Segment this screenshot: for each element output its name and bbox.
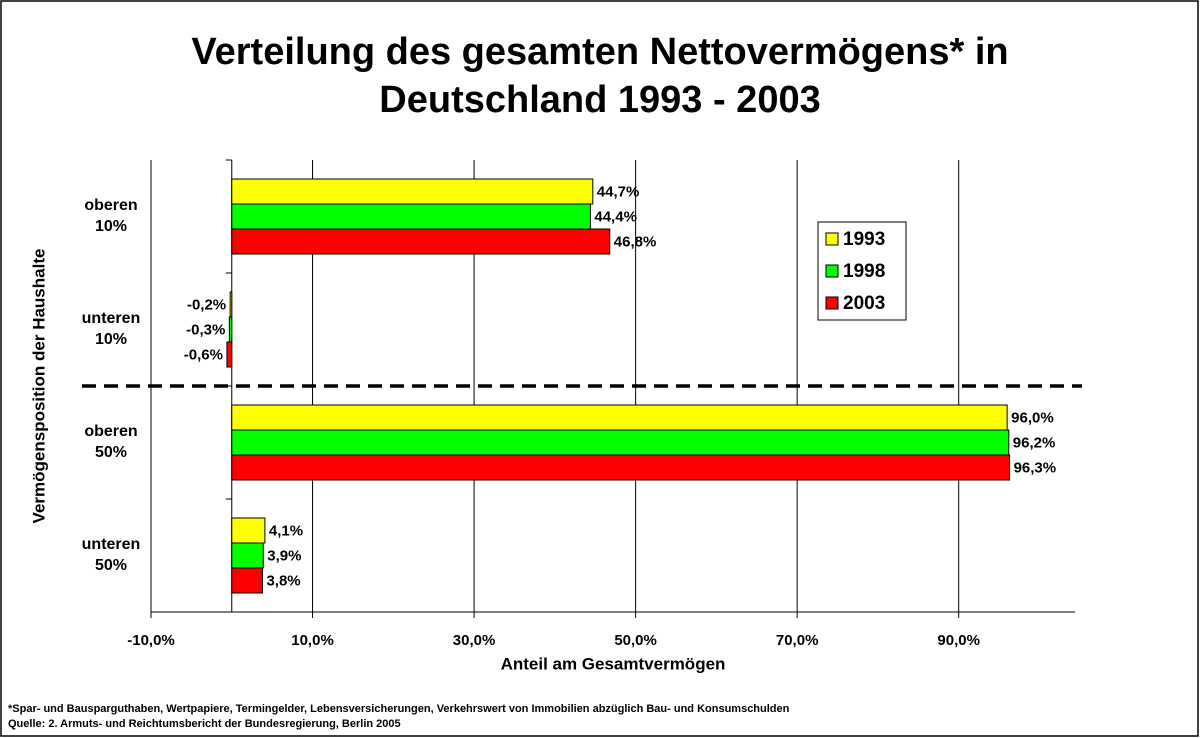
- bar: [231, 404, 1008, 431]
- source: Quelle: 2. Armuts- und Reichtumsbericht …: [8, 718, 401, 730]
- data-label: 4,1%: [269, 522, 303, 539]
- bar: [228, 316, 233, 343]
- data-label: 3,9%: [267, 547, 301, 564]
- legend-swatch: [825, 264, 839, 278]
- legend-swatch: [825, 296, 839, 310]
- y-tick-label: unteren 50%: [81, 535, 141, 574]
- bar: [231, 203, 591, 230]
- data-label: 44,7%: [597, 183, 640, 200]
- x-tick-label: -10,0%: [127, 632, 175, 649]
- y-tick-label: oberen 10%: [84, 196, 138, 235]
- legend-label: 1998: [843, 261, 885, 282]
- x-tick-label: 90,0%: [937, 632, 980, 649]
- data-label: 46,8%: [614, 233, 657, 250]
- bar: [231, 517, 266, 544]
- legend-swatch: [825, 232, 839, 246]
- data-label: -0,2%: [187, 296, 226, 313]
- x-tick-label: 30,0%: [453, 632, 496, 649]
- y-axis-label: Vermögensposition der Haushalte: [29, 249, 48, 524]
- x-tick-label: 50,0%: [614, 632, 657, 649]
- data-label: -0,3%: [186, 321, 225, 338]
- bar: [231, 228, 611, 255]
- data-label: 44,4%: [594, 208, 637, 225]
- data-label: 96,3%: [1014, 459, 1057, 476]
- bar: [231, 567, 263, 594]
- bar: [229, 291, 233, 318]
- y-tick-label: oberen 50%: [84, 422, 138, 461]
- legend-label: 1993: [843, 229, 885, 250]
- legend-label: 2003: [843, 293, 885, 314]
- x-axis-label: Anteil am Gesamtvermögen: [501, 654, 726, 673]
- bar: [231, 429, 1010, 456]
- x-tick-label: 10,0%: [291, 632, 334, 649]
- data-label: 96,0%: [1011, 409, 1054, 426]
- data-label: -0,6%: [184, 346, 223, 363]
- bar: [231, 454, 1011, 481]
- bar: [226, 341, 233, 368]
- y-tick-label: unteren 10%: [81, 309, 141, 348]
- chart-title: Verteilung des gesamten Nettovermögens* …: [191, 31, 1009, 121]
- data-label: 96,2%: [1013, 434, 1056, 451]
- bar: [231, 178, 594, 205]
- footnote: *Spar- und Bausparguthaben, Wertpapiere,…: [8, 703, 790, 715]
- bar: [231, 542, 264, 569]
- x-tick-label: 70,0%: [776, 632, 819, 649]
- data-label: 3,8%: [266, 572, 300, 589]
